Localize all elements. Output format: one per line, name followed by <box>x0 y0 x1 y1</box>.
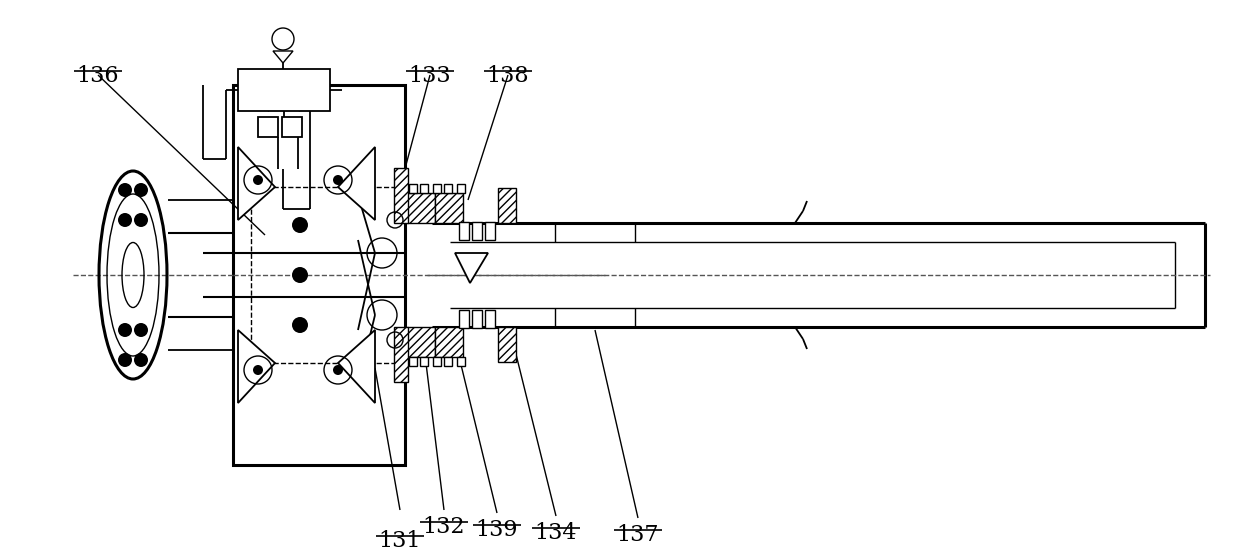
Bar <box>233 85 405 465</box>
Circle shape <box>291 267 308 283</box>
Text: 133: 133 <box>409 65 451 87</box>
Bar <box>407 193 435 223</box>
Bar <box>498 327 516 362</box>
Bar <box>281 117 303 137</box>
Text: 139: 139 <box>476 519 518 541</box>
Circle shape <box>291 317 308 333</box>
Bar <box>498 188 516 223</box>
Bar <box>472 310 482 328</box>
Polygon shape <box>238 330 275 403</box>
Circle shape <box>334 365 343 375</box>
Circle shape <box>334 175 343 185</box>
Circle shape <box>118 213 131 227</box>
Polygon shape <box>339 147 374 220</box>
Text: 138: 138 <box>486 65 529 87</box>
Bar <box>485 222 495 240</box>
Text: 132: 132 <box>423 516 465 538</box>
Polygon shape <box>273 51 293 63</box>
Circle shape <box>118 353 131 367</box>
Bar <box>409 184 417 193</box>
Bar <box>459 310 469 328</box>
Bar <box>444 357 453 366</box>
Bar <box>409 357 417 366</box>
Bar <box>238 69 330 111</box>
Circle shape <box>118 183 131 197</box>
Polygon shape <box>238 147 275 220</box>
Polygon shape <box>339 330 374 403</box>
Bar <box>394 327 408 382</box>
Text: 134: 134 <box>534 522 578 544</box>
Bar <box>394 168 408 223</box>
Circle shape <box>291 217 308 233</box>
Circle shape <box>134 213 148 227</box>
Bar <box>407 327 435 357</box>
Bar <box>258 117 278 137</box>
Circle shape <box>134 323 148 337</box>
Circle shape <box>253 175 263 185</box>
Circle shape <box>118 323 131 337</box>
Bar <box>444 184 453 193</box>
Bar <box>458 357 465 366</box>
Bar <box>433 184 441 193</box>
Text: 131: 131 <box>378 530 422 549</box>
Bar <box>459 222 469 240</box>
Circle shape <box>134 353 148 367</box>
Polygon shape <box>455 253 489 283</box>
Text: 137: 137 <box>616 524 660 546</box>
Text: 136: 136 <box>77 65 119 87</box>
Bar <box>435 327 463 357</box>
Bar <box>420 184 428 193</box>
Circle shape <box>253 365 263 375</box>
Bar <box>435 193 463 223</box>
Bar <box>472 222 482 240</box>
Bar <box>458 184 465 193</box>
Bar <box>485 310 495 328</box>
Bar <box>433 357 441 366</box>
Bar <box>420 357 428 366</box>
Circle shape <box>134 183 148 197</box>
